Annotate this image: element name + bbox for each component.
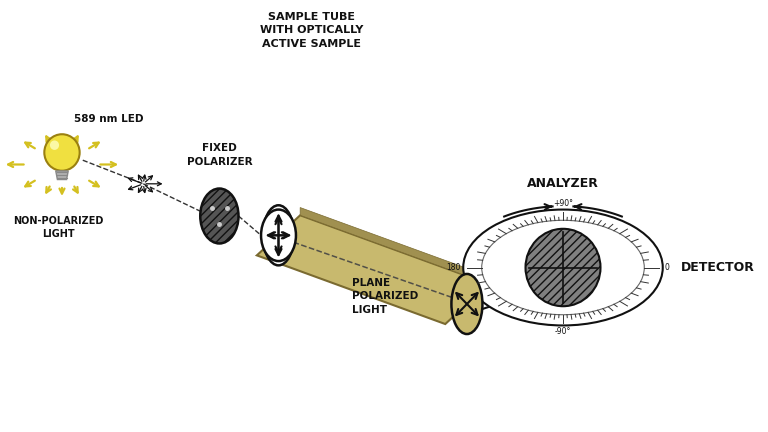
Text: +90°: +90° <box>553 199 573 208</box>
Ellipse shape <box>525 229 601 306</box>
Text: DETECTOR: DETECTOR <box>681 261 755 274</box>
Ellipse shape <box>200 188 239 244</box>
Text: 0: 0 <box>665 263 670 272</box>
Ellipse shape <box>452 274 482 334</box>
Ellipse shape <box>263 205 294 265</box>
Circle shape <box>482 220 644 315</box>
Text: 589 nm LED: 589 nm LED <box>74 114 143 124</box>
Text: PLANE
POLARIZED
LIGHT: PLANE POLARIZED LIGHT <box>353 278 419 314</box>
Text: SAMPLE TUBE
WITH OPTICALLY
ACTIVE SAMPLE: SAMPLE TUBE WITH OPTICALLY ACTIVE SAMPLE <box>260 12 363 48</box>
Circle shape <box>463 210 663 325</box>
Ellipse shape <box>50 140 59 150</box>
Ellipse shape <box>261 210 296 261</box>
Text: ANALYZER: ANALYZER <box>527 177 599 190</box>
Ellipse shape <box>45 134 80 171</box>
Polygon shape <box>257 215 488 324</box>
Polygon shape <box>300 207 488 284</box>
Text: -90°: -90° <box>554 327 571 336</box>
Polygon shape <box>56 171 68 180</box>
Text: FIXED
POLARIZER: FIXED POLARIZER <box>187 143 252 167</box>
Text: 180: 180 <box>447 263 461 272</box>
Text: NON-POLARIZED
LIGHT: NON-POLARIZED LIGHT <box>13 216 104 239</box>
